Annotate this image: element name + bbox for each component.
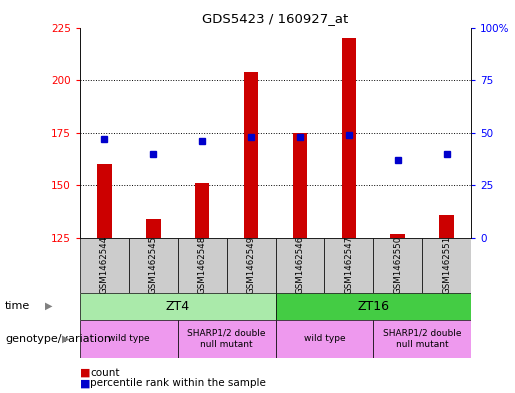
Bar bbox=[227, 238, 276, 293]
Text: wild type: wild type bbox=[304, 334, 345, 343]
Bar bbox=[80, 320, 178, 358]
Bar bbox=[195, 183, 210, 238]
Bar bbox=[80, 293, 276, 320]
Bar bbox=[178, 320, 276, 358]
Text: SHARP1/2 double
null mutant: SHARP1/2 double null mutant bbox=[187, 329, 266, 349]
Bar bbox=[97, 164, 112, 238]
Text: GSM1462550: GSM1462550 bbox=[393, 236, 402, 294]
Text: ▶: ▶ bbox=[45, 301, 53, 311]
Bar bbox=[80, 238, 129, 293]
Text: ■: ■ bbox=[80, 367, 90, 378]
Text: percentile rank within the sample: percentile rank within the sample bbox=[90, 378, 266, 388]
Text: GSM1462547: GSM1462547 bbox=[345, 236, 353, 294]
Bar bbox=[422, 238, 471, 293]
Text: ■: ■ bbox=[80, 378, 90, 388]
Text: wild type: wild type bbox=[108, 334, 149, 343]
Text: count: count bbox=[90, 367, 119, 378]
Text: GSM1462549: GSM1462549 bbox=[247, 236, 255, 294]
Bar bbox=[244, 72, 259, 238]
Text: ZT16: ZT16 bbox=[357, 300, 389, 313]
Text: GSM1462548: GSM1462548 bbox=[198, 236, 207, 294]
Text: SHARP1/2 double
null mutant: SHARP1/2 double null mutant bbox=[383, 329, 461, 349]
Bar bbox=[341, 38, 356, 238]
Text: ZT4: ZT4 bbox=[166, 300, 190, 313]
Text: genotype/variation: genotype/variation bbox=[5, 334, 111, 344]
Bar bbox=[373, 320, 471, 358]
Text: time: time bbox=[5, 301, 30, 311]
Bar bbox=[276, 238, 324, 293]
Bar bbox=[293, 132, 307, 238]
Bar bbox=[390, 233, 405, 238]
Bar bbox=[373, 238, 422, 293]
Bar bbox=[146, 219, 161, 238]
Text: ▶: ▶ bbox=[62, 334, 70, 344]
Text: GSM1462551: GSM1462551 bbox=[442, 236, 451, 294]
Text: GSM1462546: GSM1462546 bbox=[296, 236, 304, 294]
Bar bbox=[276, 320, 373, 358]
Text: GSM1462545: GSM1462545 bbox=[149, 236, 158, 294]
Bar bbox=[439, 215, 454, 238]
Bar bbox=[178, 238, 227, 293]
Bar bbox=[276, 293, 471, 320]
Title: GDS5423 / 160927_at: GDS5423 / 160927_at bbox=[202, 12, 349, 25]
Bar bbox=[129, 238, 178, 293]
Text: GSM1462544: GSM1462544 bbox=[100, 236, 109, 294]
Bar bbox=[324, 238, 373, 293]
